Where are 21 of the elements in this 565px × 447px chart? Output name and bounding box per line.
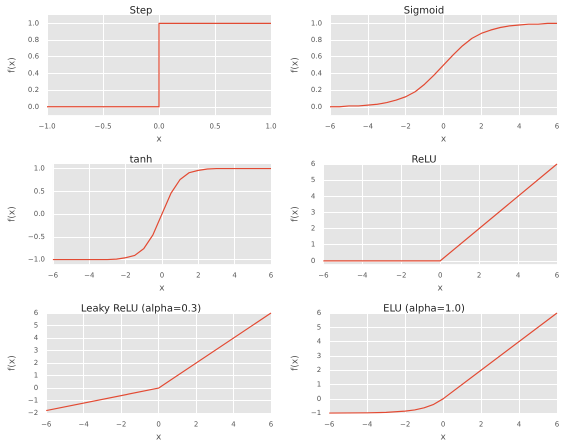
chart-title: Sigmoid xyxy=(404,6,444,16)
x-axis-title: x xyxy=(440,432,446,442)
x-axis-title: x xyxy=(440,134,447,144)
x-axis-title: x xyxy=(156,134,162,144)
line-series xyxy=(328,312,558,414)
chart-title: tanh xyxy=(130,154,152,166)
y-axis-title: f(x) xyxy=(8,206,18,222)
y-axis-title: f(x) xyxy=(8,355,18,371)
x-axis-title: x xyxy=(159,284,166,294)
y-axis-title: f(x) xyxy=(290,206,300,222)
chart-title: ReLU xyxy=(411,154,437,166)
line-series xyxy=(52,168,272,260)
x-axis-title: x xyxy=(438,284,444,294)
y-axis-title: f(x) xyxy=(290,57,300,73)
chart-title: ELU (alpha=1.0) xyxy=(383,304,465,314)
chart-title: Leaky ReLU (alpha=0.3) xyxy=(80,304,202,314)
y-axis-title: f(x) xyxy=(8,57,18,73)
chart-title: Step xyxy=(130,6,152,16)
line-series xyxy=(329,22,558,108)
x-axis-title: x xyxy=(156,432,162,442)
y-axis-title: f(x) xyxy=(290,355,300,371)
